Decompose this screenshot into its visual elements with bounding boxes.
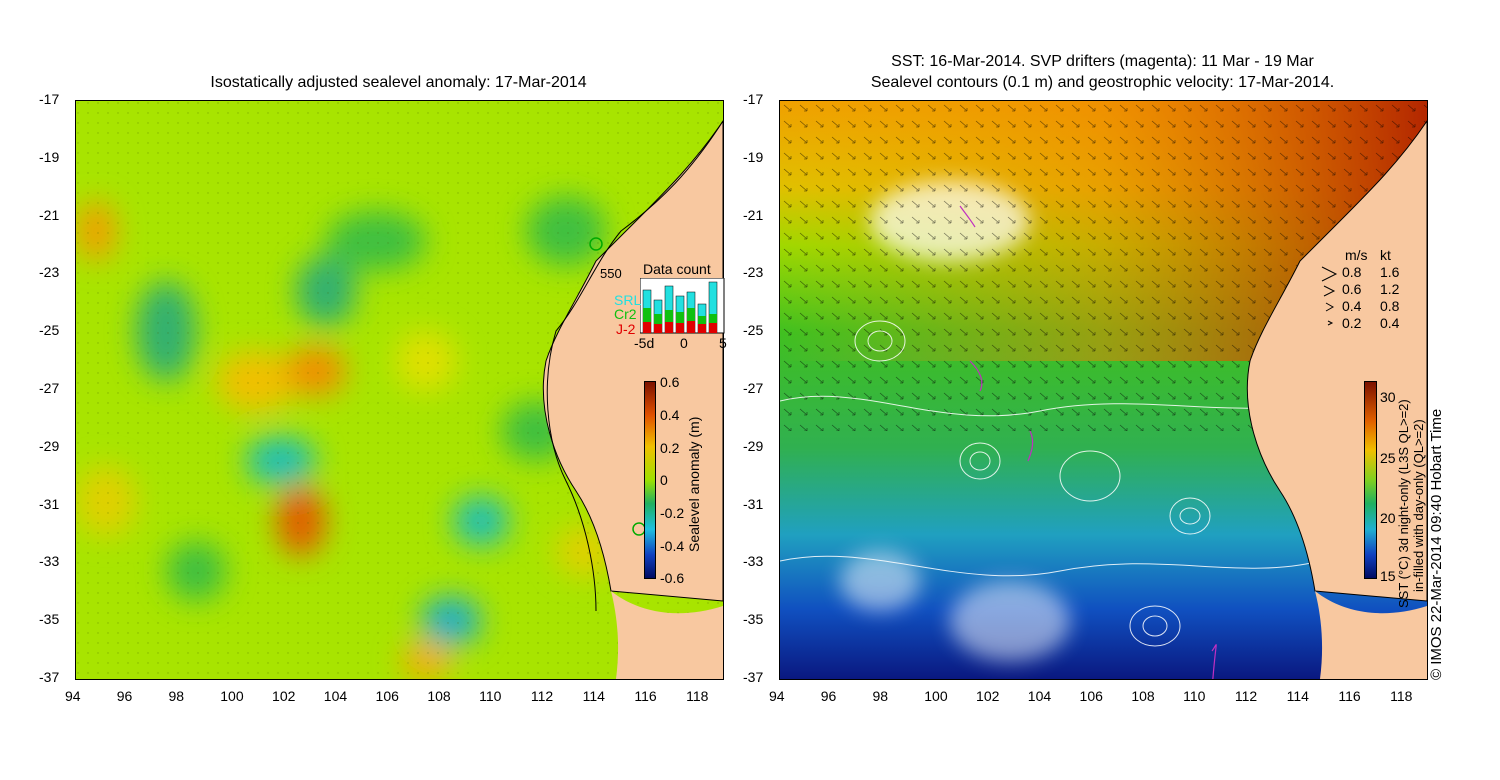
lon-tick-label: 116 xyxy=(1338,688,1361,704)
lon-tick-label: 100 xyxy=(220,688,244,704)
speed-legend-header-ms: m/s xyxy=(1345,247,1368,263)
speed-legend-row-0-kt: 1.6 xyxy=(1380,264,1400,280)
lon-tick-label: 114 xyxy=(582,688,605,704)
lat-tick-label: -35 xyxy=(39,611,60,628)
sea-level-anomaly-map[interactable] xyxy=(75,100,724,680)
sla-colorbar-tick-3: 0 xyxy=(660,472,668,488)
lat-tick-label: -17 xyxy=(743,91,764,107)
speed-legend-row-0-ms: 0.8 xyxy=(1342,264,1362,280)
lon-tick-label: 118 xyxy=(1390,688,1413,704)
lon-tick-label: 104 xyxy=(1027,688,1052,704)
legend-xtick-5: 5 xyxy=(719,335,727,351)
lat-tick-label: -31 xyxy=(743,495,764,512)
lon-tick-label: 100 xyxy=(924,688,948,704)
lon-tick-label: 96 xyxy=(116,688,133,704)
lon-tick-label: 112 xyxy=(1234,688,1258,704)
sst-field xyxy=(780,101,1427,679)
sla-colorbar-tick-4: -0.2 xyxy=(660,505,685,521)
lon-tick-label: 102 xyxy=(272,688,296,704)
sla-colorbar-tick-2: 0.2 xyxy=(660,440,680,456)
sla-colorbar-tick-6: -0.6 xyxy=(660,570,685,586)
lon-tick-label: 106 xyxy=(1079,688,1103,704)
sst-colorbar xyxy=(1364,381,1377,579)
lon-tick-label: 116 xyxy=(634,688,657,704)
speed-legend-row-1-kt: 1.2 xyxy=(1380,281,1400,297)
lat-tick-label: -35 xyxy=(743,611,764,628)
lon-tick-label: 108 xyxy=(1131,688,1155,704)
sst-colorbar-tick-25: 25 xyxy=(1380,450,1396,466)
lon-tick-label: 110 xyxy=(479,688,502,704)
lat-tick-label: -21 xyxy=(39,206,60,223)
lat-tick-label: -37 xyxy=(743,669,764,685)
data-count-label: 550 xyxy=(600,266,622,281)
lat-tick-label: -19 xyxy=(39,148,60,165)
legend-mission-cr2: Cr2 xyxy=(614,306,637,322)
lat-tick-label: -29 xyxy=(743,437,764,454)
sst-colorbar-label-line2: in-filled with day-only (QL>=2) xyxy=(1411,419,1426,592)
sla-colorbar-tick-5: -0.4 xyxy=(660,538,685,554)
lon-tick-label: 106 xyxy=(375,688,399,704)
lat-tick-label: -31 xyxy=(39,495,60,512)
sla-colorbar-tick-0: 0.6 xyxy=(660,374,680,390)
lon-tick-label: 94 xyxy=(769,688,785,704)
lon-tick-label: 110 xyxy=(1183,688,1206,704)
sst-colorbar-tick-30: 30 xyxy=(1380,389,1396,405)
speed-legend-row-2-kt: 0.8 xyxy=(1380,298,1400,314)
lat-tick-label: -19 xyxy=(743,148,764,165)
speed-legend-row-3-kt: 0.4 xyxy=(1380,315,1400,331)
lat-tick-label: -23 xyxy=(39,264,60,281)
lat-tick-label: -27 xyxy=(39,380,60,396)
lon-tick-label: 118 xyxy=(686,688,709,704)
sst-colorbar-tick-15: 15 xyxy=(1380,568,1396,584)
lon-tick-label: 98 xyxy=(168,688,185,704)
right-map-title-line1: SST: 16-Mar-2014. SVP drifters (magenta)… xyxy=(891,53,1314,70)
right-map-title-line2: Sealevel contours (0.1 m) and geostrophi… xyxy=(870,74,1335,91)
lat-tick-label: -37 xyxy=(39,669,60,685)
lon-tick-label: 112 xyxy=(530,688,554,704)
lat-tick-label: -23 xyxy=(743,264,764,281)
lon-tick-label: 96 xyxy=(820,688,837,704)
speed-legend-row-1-ms: 0.6 xyxy=(1342,281,1362,297)
lon-tick-label: 98 xyxy=(872,688,889,704)
lat-tick-label: -29 xyxy=(39,437,60,454)
sst-colorbar-tick-20: 20 xyxy=(1380,510,1396,526)
lat-tick-label: -33 xyxy=(743,553,764,570)
speed-legend-row-2-ms: 0.4 xyxy=(1342,298,1362,314)
speed-legend-arrows xyxy=(1321,266,1338,326)
legend-xtick-0: 0 xyxy=(680,335,688,351)
sla-colorbar-label: Sealevel anomaly (m) xyxy=(686,416,702,552)
lon-tick-label: 94 xyxy=(65,688,81,704)
legend-xtick-minus5: -5d xyxy=(634,335,655,351)
sst-colorbar-label-line1: SST (°C) 3d night-only (L3S QL>=2) xyxy=(1396,399,1411,608)
sla-colorbar-tick-1: 0.4 xyxy=(660,407,680,423)
lat-tick-label: -27 xyxy=(743,380,764,396)
lat-tick-label: -21 xyxy=(743,206,764,223)
lon-tick-label: 102 xyxy=(976,688,1000,704)
data-count-bars xyxy=(640,278,725,334)
lat-tick-label: -17 xyxy=(39,91,60,107)
legend-mission-j2: J-2 xyxy=(616,321,636,337)
sla-colorbar xyxy=(644,381,656,579)
sst-map[interactable] xyxy=(779,100,1428,680)
credit-text: © IMOS 22-Mar-2014 09:40 Hobart Time xyxy=(1428,408,1445,680)
data-count-title: Data count xyxy=(643,261,711,277)
left-map-title: Isostatically adjusted sealevel anomaly:… xyxy=(210,74,587,91)
lon-tick-label: 108 xyxy=(427,688,451,704)
sea-level-anomaly-field xyxy=(76,101,723,679)
lat-tick-label: -33 xyxy=(39,553,60,570)
lon-tick-label: 114 xyxy=(1286,688,1309,704)
speed-legend-header-kt: kt xyxy=(1380,247,1391,263)
lon-tick-label: 104 xyxy=(323,688,348,704)
lat-tick-label: -25 xyxy=(743,322,764,339)
speed-legend-row-3-ms: 0.2 xyxy=(1342,315,1362,331)
lat-tick-label: -25 xyxy=(39,322,60,339)
legend-mission-srl: SRL xyxy=(614,292,642,308)
